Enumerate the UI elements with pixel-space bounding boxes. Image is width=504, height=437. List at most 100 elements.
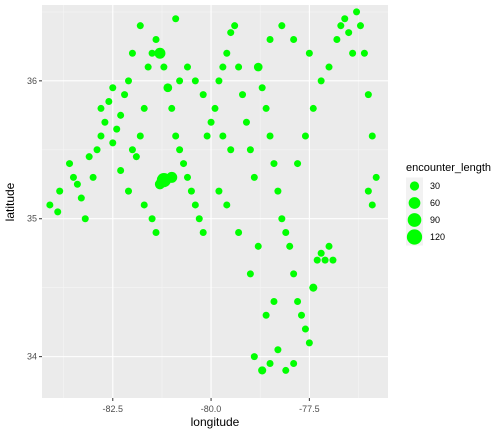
data-point — [136, 132, 144, 140]
y-tick-label: 34 — [27, 352, 37, 362]
data-point — [166, 171, 178, 183]
data-point — [250, 173, 258, 181]
data-point — [191, 201, 199, 209]
data-point — [317, 249, 325, 257]
data-point — [309, 283, 318, 292]
legend-key-symbol — [409, 181, 420, 191]
data-point — [270, 160, 278, 168]
data-point — [262, 311, 270, 319]
data-point — [227, 146, 235, 154]
grid-major — [42, 5, 388, 398]
data-point — [364, 187, 372, 195]
data-point — [341, 15, 349, 23]
data-point — [227, 29, 235, 37]
data-point — [337, 22, 345, 30]
data-point — [109, 84, 117, 92]
data-point — [168, 104, 176, 112]
data-point — [183, 173, 191, 181]
data-points — [46, 8, 380, 375]
data-point — [97, 104, 105, 112]
data-point — [321, 256, 329, 264]
data-point — [163, 83, 173, 93]
data-point — [148, 215, 156, 223]
data-point — [211, 104, 219, 112]
data-point — [172, 15, 180, 23]
y-axis-label: latitude — [3, 182, 17, 221]
plot-panel — [42, 5, 388, 398]
data-point — [325, 242, 333, 250]
data-point — [333, 35, 341, 43]
legend-title: encounter_length — [406, 162, 491, 174]
data-point — [223, 201, 231, 209]
data-point — [364, 91, 372, 99]
x-tick-label: -80.0 — [201, 404, 222, 414]
data-point — [266, 360, 274, 368]
data-point — [219, 132, 227, 140]
data-point — [235, 63, 243, 71]
data-point — [313, 256, 321, 264]
data-point — [69, 173, 77, 181]
data-point — [290, 270, 298, 278]
data-point — [317, 77, 325, 85]
data-point — [246, 270, 254, 278]
data-point — [301, 325, 309, 333]
legend-key-symbol — [408, 197, 421, 209]
data-point — [356, 22, 364, 30]
data-point — [97, 132, 105, 140]
data-point — [360, 49, 368, 57]
data-point — [294, 297, 302, 305]
data-point — [246, 146, 254, 154]
legend-key-label: 60 — [430, 198, 440, 208]
data-point — [250, 353, 258, 361]
data-point — [309, 104, 317, 112]
data-point — [140, 104, 148, 112]
data-point — [258, 366, 267, 375]
x-axis-ticks: -82.5 -80.0 -77.5 — [103, 398, 320, 414]
data-point — [54, 208, 62, 216]
data-point — [305, 339, 313, 347]
data-point — [266, 35, 274, 43]
x-tick-label: -82.5 — [103, 404, 124, 414]
y-axis-ticks: 34 35 36 — [27, 76, 42, 362]
data-point — [329, 256, 337, 264]
data-point — [286, 242, 294, 250]
data-point — [219, 63, 227, 71]
data-point — [66, 160, 74, 168]
data-point — [93, 146, 101, 154]
data-point — [199, 229, 207, 237]
data-point — [368, 201, 376, 209]
data-point — [73, 180, 81, 188]
x-tick-label: -77.5 — [299, 404, 320, 414]
data-point — [282, 229, 290, 237]
legend-key-label: 120 — [430, 232, 445, 242]
data-point — [235, 229, 243, 237]
legend-key-symbol — [407, 213, 422, 227]
data-point — [353, 8, 361, 16]
data-point — [81, 215, 89, 223]
data-point — [85, 153, 93, 161]
data-point — [242, 118, 250, 126]
data-point — [231, 22, 239, 30]
data-point — [154, 47, 166, 59]
legend-key-label: 30 — [430, 181, 440, 191]
data-point — [301, 132, 309, 140]
data-point — [368, 132, 376, 140]
data-point — [215, 187, 223, 195]
data-point — [290, 35, 298, 43]
data-point — [117, 166, 125, 174]
data-point — [180, 160, 188, 168]
data-point — [124, 77, 133, 85]
data-point — [176, 77, 184, 85]
data-point — [203, 132, 211, 140]
y-tick-label: 35 — [27, 214, 37, 224]
data-point — [258, 84, 266, 92]
data-point — [101, 118, 109, 126]
data-point — [290, 360, 298, 368]
data-point — [117, 111, 125, 119]
legend-key-label: 90 — [430, 215, 440, 225]
data-point — [154, 179, 166, 190]
data-point — [152, 35, 160, 43]
data-point — [253, 62, 263, 72]
data-point — [121, 91, 129, 99]
